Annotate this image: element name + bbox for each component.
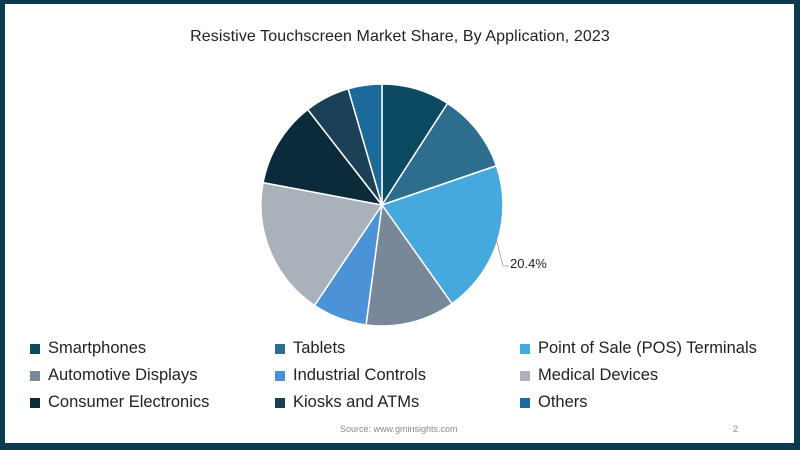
legend-label: Tablets [293, 339, 346, 357]
legend-label: Others [538, 393, 588, 411]
legend-item-industrial-controls: Industrial Controls [275, 366, 426, 385]
legend-label: Automotive Displays [48, 366, 198, 384]
legend-label: Smartphones [48, 339, 147, 357]
legend-item-automotive-displays: Automotive Displays [30, 366, 197, 385]
legend-swatch-icon [275, 370, 285, 381]
legend-item-tablets: Tablets [275, 339, 345, 358]
legend-label: Point of Sale (POS) Terminals [538, 339, 757, 357]
legend-item-kiosks-atms: Kiosks and ATMs [275, 393, 419, 412]
pos-data-label: 20.4% [510, 256, 547, 271]
legend-item-medical-devices: Medical Devices [520, 366, 658, 385]
pie-slice-medical-devices [260, 181, 384, 307]
pie-slice-others [347, 83, 383, 206]
legend-label: Medical Devices [538, 366, 659, 384]
pie-slice-tablets [380, 102, 498, 207]
source-text: Source: www.gminsights.com [340, 424, 458, 434]
legend-swatch-icon [30, 370, 40, 381]
legend-item-smartphones: Smartphones [30, 339, 146, 358]
pie-slice-automotive-displays [365, 203, 454, 327]
chart-title: Resistive Touchscreen Market Share, By A… [190, 28, 610, 45]
legend-swatch-icon [30, 343, 40, 354]
pie-slice-consumer-electronics [262, 108, 384, 207]
legend-swatch-icon [520, 397, 530, 408]
legend-swatch-icon [520, 343, 530, 354]
data-label-leader-line [495, 237, 509, 267]
legend-swatch-icon [275, 397, 285, 408]
legend-item-others: Others [520, 393, 588, 412]
legend-swatch-icon [30, 397, 40, 408]
legend-item-consumer-electronics: Consumer Electronics [30, 393, 209, 412]
legend-label: Industrial Controls [293, 366, 426, 384]
legend-label: Kiosks and ATMs [293, 393, 420, 411]
legend-item-pos-terminals: Point of Sale (POS) Terminals [520, 339, 757, 358]
page-number: 2 [733, 424, 739, 434]
legend-swatch-icon [275, 343, 285, 354]
legend-swatch-icon [520, 370, 530, 381]
pie-slices [260, 83, 504, 327]
legend-label: Consumer Electronics [48, 393, 210, 411]
